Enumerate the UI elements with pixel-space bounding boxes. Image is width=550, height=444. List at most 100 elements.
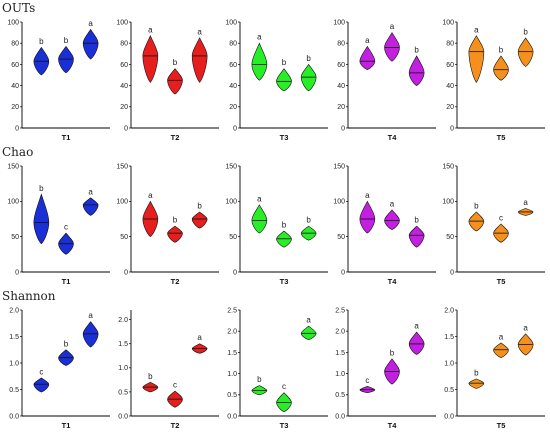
- significance-letter: c: [499, 213, 503, 222]
- row-title-chao: Chao: [2, 145, 33, 159]
- y-tick-label: 0.0: [9, 413, 19, 420]
- row-title-outs: OUTs: [2, 1, 35, 15]
- significance-letter: a: [414, 322, 419, 331]
- violin-shape: [33, 193, 50, 245]
- violin-shape: [359, 45, 376, 71]
- violin-shape: [276, 68, 292, 92]
- significance-letter: a: [365, 36, 370, 45]
- y-tick-label: 80: [11, 41, 19, 48]
- y-tick-label: 100: [116, 199, 128, 206]
- y-tick-label: 2.0: [227, 329, 237, 336]
- significance-letter: b: [64, 339, 69, 348]
- y-tick-label: 40: [120, 83, 128, 90]
- y-tick-label: 50: [11, 234, 19, 241]
- significance-letter: b: [282, 221, 287, 230]
- y-tick-label: 60: [337, 62, 345, 69]
- violin-shape: [82, 321, 99, 348]
- significance-letter: b: [39, 37, 44, 46]
- significance-letter: a: [523, 323, 528, 332]
- y-tick-label: 1.0: [118, 365, 128, 372]
- y-tick-label: 100: [333, 19, 345, 26]
- significance-letter: a: [197, 27, 202, 36]
- significance-letter: b: [414, 45, 419, 54]
- row-title-shannon: Shannon: [2, 289, 56, 303]
- violin-shape: [167, 225, 183, 243]
- violin-shape: [58, 45, 74, 74]
- y-tick-label: 20: [337, 104, 345, 111]
- y-tick-label: 2.0: [118, 317, 128, 324]
- significance-letter: a: [306, 316, 311, 325]
- y-tick-label: 1.5: [335, 350, 345, 357]
- y-tick-label: 0.0: [444, 413, 454, 420]
- significance-letter: c: [282, 382, 286, 391]
- y-tick-label: 0: [341, 269, 345, 276]
- significance-letter: a: [148, 25, 153, 34]
- significance-letter: c: [173, 380, 177, 389]
- violin-shape: [191, 211, 208, 229]
- y-tick-label: 50: [120, 234, 128, 241]
- significance-letter: a: [88, 19, 93, 28]
- significance-letter: a: [88, 187, 93, 196]
- y-tick-label: 100: [333, 199, 345, 206]
- y-tick-label: 20: [11, 104, 19, 111]
- y-tick-label: 1.5: [227, 350, 237, 357]
- y-tick-label: 2.0: [335, 329, 345, 336]
- y-tick-label: 20: [120, 104, 128, 111]
- violin-shape: [82, 28, 99, 60]
- significance-letter: c: [64, 223, 68, 232]
- significance-letter: b: [39, 184, 44, 193]
- y-tick-label: 0.5: [444, 387, 454, 394]
- x-axis-label: T4: [388, 133, 398, 142]
- x-axis-label: T2: [171, 277, 180, 286]
- y-tick-label: 100: [442, 199, 454, 206]
- y-tick-label: 2.5: [335, 307, 345, 314]
- significance-letter: c: [365, 376, 369, 385]
- y-tick-label: 20: [446, 104, 454, 111]
- violin-shape: [82, 197, 99, 216]
- panels-layer: 0 20 40 60 80 100 T1 b b a 0 20 40 60 80 100 T2 a b a 0 20 40 6…: [7, 19, 545, 430]
- y-tick-label: 80: [446, 41, 454, 48]
- y-tick-label: 80: [229, 41, 237, 48]
- significance-letter: a: [148, 191, 153, 200]
- significance-letter: b: [173, 216, 178, 225]
- significance-letter: b: [390, 348, 395, 357]
- y-tick-label: 150: [225, 163, 237, 170]
- y-tick-label: 1.0: [444, 360, 454, 367]
- y-tick-label: 0.0: [118, 413, 128, 420]
- significance-letter: a: [88, 311, 93, 320]
- x-axis-label: T5: [497, 133, 506, 142]
- violin-shape: [300, 325, 317, 340]
- x-axis-label: T4: [388, 421, 398, 430]
- violin-shape: [493, 342, 509, 359]
- violin-shape: [167, 68, 183, 95]
- violin-shape: [517, 37, 534, 67]
- violin-shape: [384, 32, 400, 62]
- significance-letter: b: [306, 216, 311, 225]
- significance-letter: a: [474, 25, 479, 34]
- significance-letter: b: [523, 27, 528, 36]
- significance-letter: b: [282, 58, 287, 67]
- y-tick-label: 60: [11, 62, 19, 69]
- violin-shape: [251, 385, 268, 396]
- y-tick-label: 1.0: [9, 360, 19, 367]
- significance-letter: a: [257, 33, 262, 42]
- y-tick-label: 40: [446, 83, 454, 90]
- y-tick-label: 50: [229, 234, 237, 241]
- significance-letter: b: [197, 201, 202, 210]
- y-tick-label: 1.5: [444, 334, 454, 341]
- violin-shape: [191, 37, 208, 83]
- significance-letter: b: [173, 58, 178, 67]
- violin-shape: [408, 225, 425, 248]
- x-axis-label: T3: [280, 277, 289, 286]
- x-axis-label: T3: [280, 133, 289, 142]
- y-tick-label: 0: [124, 125, 128, 132]
- significance-letter: b: [148, 372, 153, 381]
- y-tick-label: 50: [446, 234, 454, 241]
- violin-shape: [251, 42, 268, 81]
- x-axis-label: T5: [497, 277, 506, 286]
- y-tick-label: 100: [7, 19, 19, 26]
- violin-shape: [33, 377, 50, 393]
- violin-shape: [359, 200, 376, 234]
- y-tick-label: 2.0: [444, 307, 454, 314]
